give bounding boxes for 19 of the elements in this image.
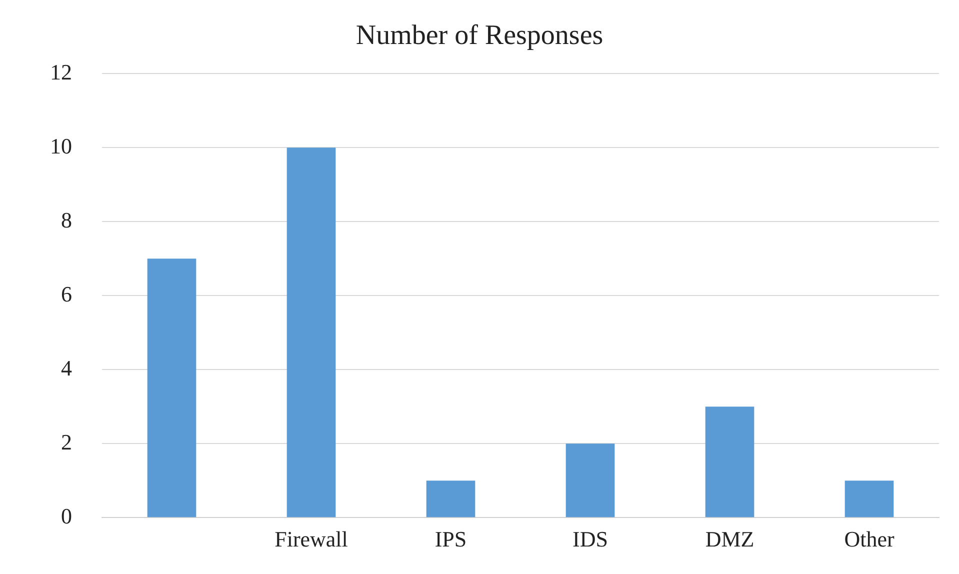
bar	[705, 406, 754, 518]
y-tick-label: 4	[61, 355, 72, 380]
y-tick-label: 12	[50, 59, 72, 84]
y-tick-label: 2	[61, 429, 72, 454]
y-tick-label: 0	[61, 503, 72, 528]
bar	[426, 480, 476, 518]
chart-title: Number of Responses	[356, 20, 604, 52]
x-tick-label: Firewall	[274, 526, 348, 552]
bar	[147, 258, 196, 518]
y-tick-label: 8	[61, 207, 72, 232]
bar	[844, 480, 894, 518]
bar	[566, 444, 615, 518]
bar	[286, 148, 336, 518]
x-tick-label: IDS	[572, 526, 608, 552]
y-tick-label: 10	[50, 133, 72, 158]
y-tick-label: 6	[61, 281, 72, 306]
x-tick-label: IPS	[434, 526, 467, 552]
x-tick-label: Other	[844, 526, 895, 552]
x-tick-label: DMZ	[705, 526, 754, 552]
